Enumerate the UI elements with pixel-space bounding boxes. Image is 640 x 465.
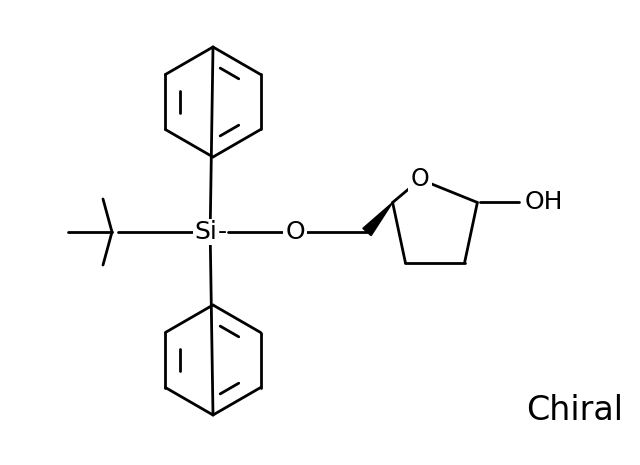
Text: Si: Si xyxy=(195,220,218,244)
Text: -: - xyxy=(218,220,227,244)
Polygon shape xyxy=(363,202,392,236)
Text: Chiral: Chiral xyxy=(527,393,623,426)
Text: O: O xyxy=(411,167,429,192)
Text: OH: OH xyxy=(524,191,563,214)
Text: O: O xyxy=(285,220,305,244)
